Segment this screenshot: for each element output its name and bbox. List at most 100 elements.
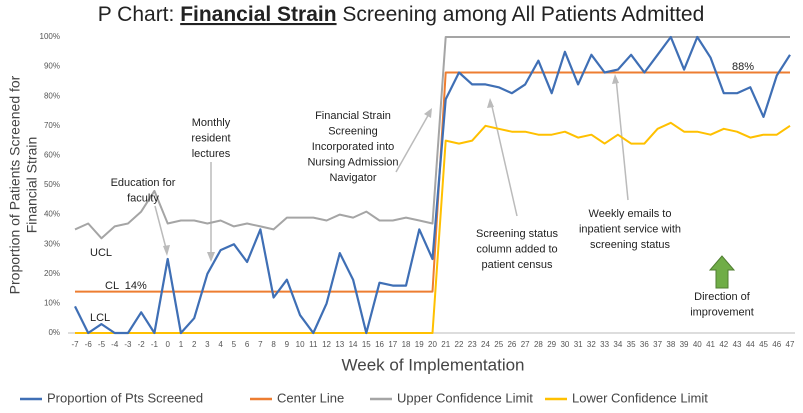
x-tick-label: 39 [680, 340, 689, 349]
x-tick-label: -3 [124, 340, 132, 349]
x-tick-label: 15 [362, 340, 371, 349]
y-tick-label: 40% [44, 210, 60, 219]
y-tick-label: 0% [48, 328, 60, 337]
annotation: CL 14% [105, 280, 147, 292]
y-tick-label: 80% [44, 91, 60, 100]
series-line [74, 35, 791, 335]
annotation: Education for [111, 177, 176, 189]
x-tick-label: 34 [613, 340, 622, 349]
y-tick-label: 70% [44, 121, 60, 130]
x-tick-label: 17 [388, 340, 397, 349]
x-tick-label: -5 [98, 340, 106, 349]
y-tick-label: 30% [44, 239, 60, 248]
x-tick-label: 11 [309, 340, 318, 349]
y-tick-label: 60% [44, 151, 60, 160]
arrow [615, 77, 629, 201]
y-axis-label: Financial Strain [24, 137, 40, 234]
x-axis-label: Week of Implementation [342, 355, 525, 374]
annotation: Screening [328, 125, 378, 137]
x-tick-label: 13 [335, 340, 344, 349]
direction-arrow [708, 255, 736, 289]
x-tick-label: 20 [428, 340, 437, 349]
x-tick-label: 41 [706, 340, 715, 349]
x-tick-label: 37 [653, 340, 662, 349]
x-tick-label: 43 [733, 340, 742, 349]
chart-title: P Chart: Financial Strain Screening amon… [98, 3, 705, 26]
x-tick-label: 6 [245, 340, 250, 349]
annotation: faculty [127, 192, 159, 204]
x-tick-label: 5 [232, 340, 237, 349]
title-part: P Chart: [98, 3, 180, 26]
x-tick-label: 2 [192, 340, 197, 349]
annotation: UCL [90, 247, 112, 259]
x-tick-label: 36 [640, 340, 649, 349]
x-tick-label: 30 [560, 340, 569, 349]
y-tick-label: 100% [40, 32, 60, 41]
x-tick-label: 38 [666, 340, 675, 349]
legend-label: Upper Confidence Limit [397, 390, 533, 405]
x-tick-label: 26 [507, 340, 516, 349]
series-line [75, 71, 790, 293]
legend-label: Lower Confidence Limit [572, 390, 708, 405]
x-tick-label: 31 [574, 340, 583, 349]
arrow-head [487, 98, 494, 108]
x-tick-label: 45 [759, 340, 768, 349]
arrow-head [207, 252, 215, 262]
annotation: Screening status [476, 228, 558, 240]
arrow-heads [163, 74, 619, 262]
x-tick-label: 8 [271, 340, 276, 349]
annotation: Financial Strain [315, 110, 391, 122]
y-tick-label: 20% [44, 269, 60, 278]
x-tick-label: 10 [296, 340, 305, 349]
x-tick-label: 22 [455, 340, 464, 349]
x-tick-label: -6 [85, 340, 93, 349]
x-tick-label: 21 [441, 340, 450, 349]
arrow [395, 111, 431, 173]
annotation: Nursing Admission [307, 156, 398, 168]
x-tick-label: 35 [627, 340, 636, 349]
x-tick-label: 1 [179, 340, 184, 349]
x-tick-label: 24 [481, 340, 490, 349]
arrow-head [163, 245, 170, 256]
x-tick-label: 18 [402, 340, 411, 349]
x-tick-label: 3 [205, 340, 210, 349]
x-tick-label: 0 [165, 340, 170, 349]
x-tick-label: 42 [719, 340, 728, 349]
annotation: screening status [590, 239, 671, 251]
annotation: Monthly [192, 117, 231, 129]
legend-label: Proportion of Pts Screened [47, 390, 203, 405]
x-tick-label: -7 [71, 340, 79, 349]
arrow-head [424, 108, 432, 118]
x-tick-label: 46 [772, 340, 781, 349]
x-tick-label: 16 [375, 340, 384, 349]
x-tick-label: 44 [746, 340, 755, 349]
arrow-head [612, 74, 619, 84]
x-tick-label: 40 [693, 340, 702, 349]
annotation: LCL [90, 312, 110, 324]
title-part: Financial Strain [180, 3, 336, 26]
y-tick-label: 10% [44, 299, 60, 308]
x-tick-label: -2 [138, 340, 146, 349]
annotation: improvement [690, 306, 754, 318]
annotation: 88% [732, 61, 754, 73]
x-tick-label: -1 [151, 340, 159, 349]
x-tick-label: 4 [218, 340, 223, 349]
y-axis-label: Proportion of Patients Screened for [7, 75, 23, 294]
x-tick-label: 14 [349, 340, 358, 349]
arrow [154, 205, 168, 253]
y-tick-label: 90% [44, 62, 60, 71]
x-tick-label: 32 [587, 340, 596, 349]
x-tick-label: 12 [322, 340, 331, 349]
annotation: Weekly emails to [589, 208, 672, 220]
x-tick-label: 33 [600, 340, 609, 349]
x-tick-label: 19 [415, 340, 424, 349]
arrow [490, 101, 518, 217]
annotation: Direction of [694, 291, 751, 303]
annotation: resident [191, 132, 230, 144]
annotation: column added to [476, 243, 557, 255]
x-tick-label: 29 [547, 340, 556, 349]
annotation: inpatient service with [579, 223, 681, 235]
y-tick-label: 50% [44, 180, 60, 189]
title-part: Screening among All Patients Admitted [337, 3, 705, 26]
